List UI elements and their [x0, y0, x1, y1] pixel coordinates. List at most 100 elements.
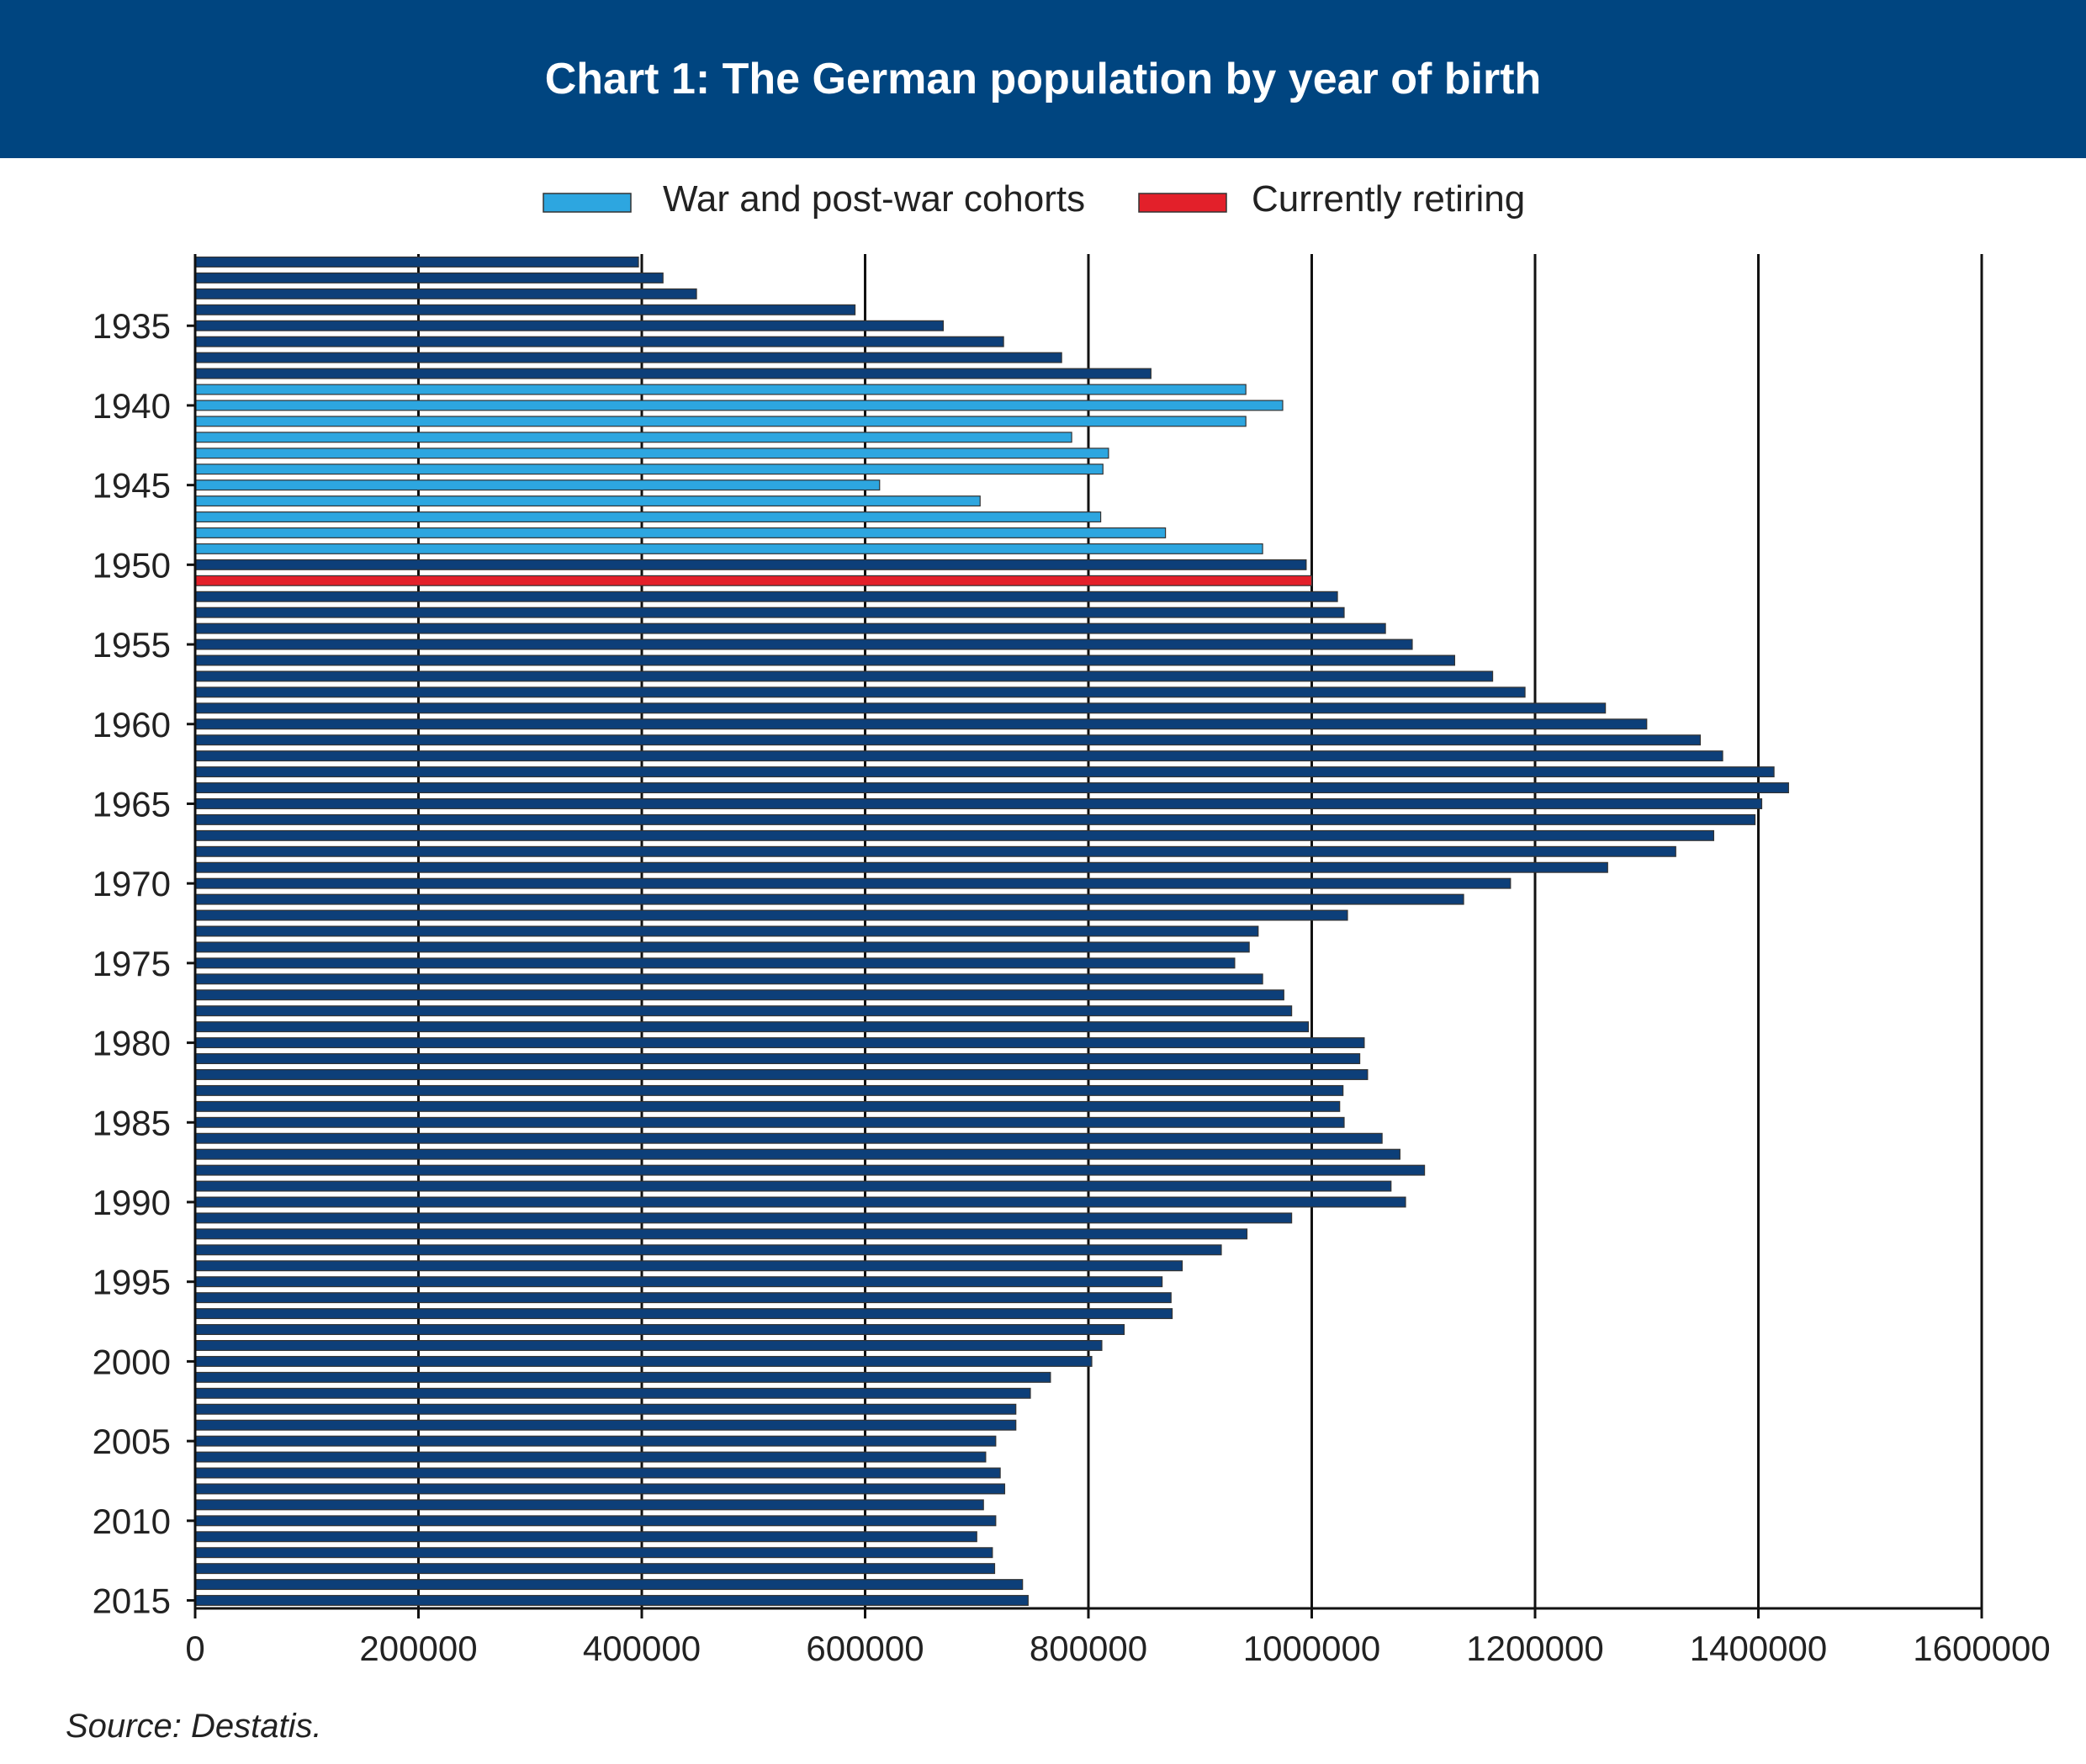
y-tick-label: 2000	[93, 1342, 171, 1381]
x-tick-label: 1200000	[1466, 1629, 1604, 1668]
bar-1970	[194, 877, 1512, 889]
x-tick-label: 400000	[583, 1629, 701, 1668]
bar-1962	[194, 750, 1723, 762]
y-tick-label: 1935	[93, 306, 171, 346]
bar-2002	[194, 1387, 1031, 1399]
bar-1977	[194, 989, 1284, 1001]
legend-swatch-retiring	[1138, 193, 1227, 213]
x-tick-label: 600000	[806, 1629, 924, 1668]
y-tick-label: 1970	[93, 864, 171, 903]
bar-1969	[194, 861, 1608, 873]
bar-1964	[194, 782, 1789, 794]
bar-1963	[194, 766, 1775, 778]
bar-2006	[194, 1451, 987, 1463]
bar-1954	[194, 622, 1386, 634]
bar-2008	[194, 1483, 1006, 1495]
bar-1933	[194, 288, 697, 299]
bar-2009	[194, 1499, 984, 1511]
bar-2015	[194, 1595, 1029, 1607]
bar-1976	[194, 973, 1263, 985]
bar-1996	[194, 1292, 1172, 1304]
axes: 0 200000 400000 600000 800000 1000000 1200000 1…	[93, 254, 2051, 1668]
bar-1990	[194, 1196, 1406, 1208]
bar-1948	[194, 527, 1167, 538]
bar-1998	[194, 1324, 1125, 1336]
bar-1983	[194, 1084, 1344, 1096]
y-tick-label: 1955	[93, 625, 171, 665]
bar-1942	[194, 432, 1072, 443]
bar-2007	[194, 1467, 1001, 1479]
bar-1965	[194, 797, 1763, 809]
y-tick-label: 1990	[93, 1183, 171, 1222]
bar-2005	[194, 1435, 997, 1447]
y-tick-label: 1945	[93, 466, 171, 506]
bar-1956	[194, 654, 1456, 666]
y-tick-label: 1965	[93, 784, 171, 824]
source-note: Source: Destatis.	[66, 1708, 322, 1745]
bars	[194, 256, 1789, 1607]
bar-1944	[194, 464, 1104, 475]
y-tick-label: 1950	[93, 545, 171, 585]
bar-1958	[194, 686, 1526, 698]
bar-1971	[194, 893, 1464, 905]
bar-1967	[194, 829, 1715, 841]
bar-1938	[194, 368, 1152, 379]
legend-label-retiring: Currently retiring	[1252, 178, 1525, 220]
bar-1937	[194, 352, 1062, 363]
bar-1994	[194, 1260, 1183, 1272]
bar-2014	[194, 1579, 1024, 1591]
bar-1989	[194, 1180, 1392, 1192]
bar-1943	[194, 448, 1109, 459]
bar-2000	[194, 1355, 1093, 1367]
bar-2010	[194, 1515, 997, 1527]
bar-1997	[194, 1308, 1173, 1320]
bar-1960	[194, 718, 1648, 730]
bar-1947	[194, 511, 1102, 523]
bar-1993	[194, 1244, 1222, 1256]
bar-1987	[194, 1148, 1400, 1160]
bar-1999	[194, 1339, 1103, 1351]
bar-1940	[194, 400, 1284, 411]
bar-1946	[194, 495, 981, 507]
x-tick-label: 1400000	[1690, 1629, 1828, 1668]
bar-1953	[194, 607, 1345, 618]
bar-1931	[194, 256, 639, 268]
bar-2001	[194, 1371, 1051, 1383]
x-tick-label: 1600000	[1913, 1629, 2051, 1668]
bar-1959	[194, 702, 1607, 714]
y-tick-label: 1960	[93, 705, 171, 744]
y-tick-label: 2015	[93, 1581, 171, 1621]
legend: War and post-war cohorts Currently retir…	[543, 178, 1525, 220]
bar-1955	[194, 638, 1413, 650]
bar-1935	[194, 320, 945, 331]
y-tick-label: 1985	[93, 1103, 171, 1142]
population-chart: 0 200000 400000 600000 800000 1000000 1200000 1…	[93, 178, 2051, 1668]
bar-1961	[194, 734, 1702, 746]
bar-1950	[194, 559, 1307, 570]
x-tick-label: 200000	[359, 1629, 477, 1668]
bar-1980	[194, 1037, 1365, 1049]
bar-1986	[194, 1132, 1383, 1144]
bar-1966	[194, 813, 1756, 825]
bar-1979	[194, 1021, 1310, 1033]
bar-1936	[194, 336, 1004, 347]
bar-2011	[194, 1531, 977, 1543]
y-tick-label: 2005	[93, 1422, 171, 1461]
title-banner	[0, 0, 2086, 158]
bar-1995	[194, 1276, 1163, 1288]
bar-1988	[194, 1164, 1426, 1176]
bar-1974	[194, 941, 1250, 953]
bar-1972	[194, 909, 1348, 921]
legend-swatch-war	[543, 193, 632, 213]
bar-1985	[194, 1116, 1345, 1128]
y-tick-label: 1940	[93, 386, 171, 426]
bar-2013	[194, 1563, 996, 1575]
bar-1982	[194, 1068, 1369, 1080]
bar-1984	[194, 1100, 1341, 1112]
x-tick-label: 0	[185, 1629, 204, 1668]
bar-1949	[194, 543, 1263, 554]
y-tick-label: 1995	[93, 1263, 171, 1302]
bar-1951	[194, 575, 1313, 586]
bar-1941	[194, 416, 1247, 427]
bar-1952	[194, 591, 1338, 602]
